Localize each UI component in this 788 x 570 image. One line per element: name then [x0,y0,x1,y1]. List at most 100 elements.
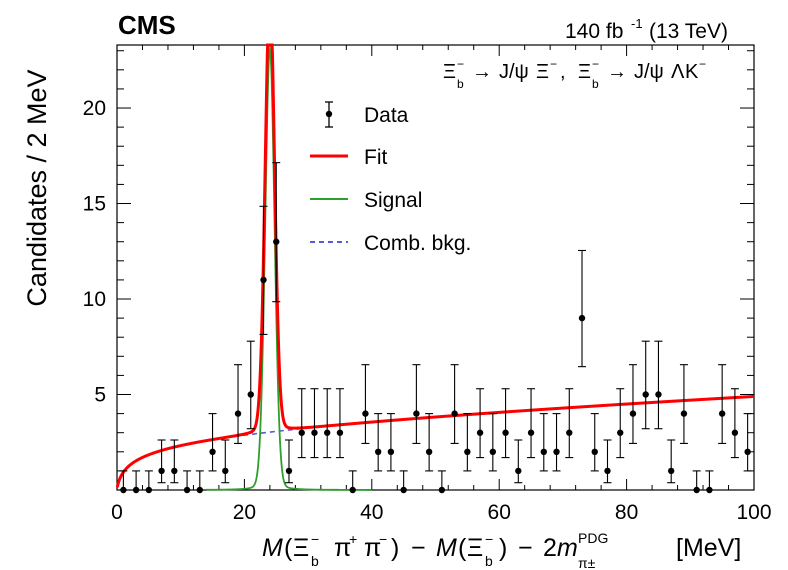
legend: Data Fit Signal Comb. bkg. [310,101,471,255]
xlabel-close2: ) [499,534,507,562]
legend-bkg-label: Comb. bkg. [364,232,471,255]
bkg-curve [116,421,371,488]
data-point [259,205,268,335]
data-marker [680,410,688,417]
data-point [221,439,230,484]
data-point [310,388,319,459]
process-xi-3: Ξ [578,61,591,83]
data-point [476,388,485,459]
data-marker [655,391,662,398]
legend-data-marker [325,101,333,128]
data-point [119,470,128,494]
y-tick-label: 5 [94,384,106,407]
data-marker [400,486,407,494]
process-arrow-2: → [607,61,627,83]
process-lambda: Λ [671,61,685,83]
x-tick-label: 40 [360,501,383,524]
data-point [565,388,574,459]
data-marker [145,486,153,494]
process-jpsi-2: J/ψ [634,61,664,83]
process-sup-2: − [550,57,557,71]
process-comma: , [560,61,566,83]
data-marker [693,486,700,494]
data-point [488,413,497,472]
data-marker [260,276,267,284]
data-point [412,364,421,444]
data-marker [362,410,369,417]
data-point [323,388,332,459]
data-point [425,413,434,472]
data-point [386,413,395,472]
data-marker [247,391,254,398]
process-xi-1: Ξ [443,61,456,83]
data-marker [540,448,547,456]
data-marker [324,429,331,436]
data-marker [566,429,573,436]
data-point [297,388,306,459]
data-point [641,340,650,430]
y-tick-label: 10 [83,288,106,311]
xlabel-sup1: − [311,531,319,547]
data-point [132,470,141,494]
data-marker [273,238,280,245]
data-point [692,470,701,494]
data-marker [515,467,522,475]
process-sup-4: − [699,57,706,71]
x-tick-label: 80 [615,501,638,524]
xlabel-close1: ) [391,534,399,562]
data-point [157,439,166,484]
data-point [144,470,153,494]
data-marker [476,429,484,436]
data-marker [387,448,395,456]
data-point [552,413,561,472]
data-point [246,340,255,430]
data-points [119,162,752,494]
data-point [183,470,192,494]
data-point [195,470,204,494]
process-sub-3: b [592,77,599,91]
x-axis-label: M ( Ξ − b π + π − ) − M ( Ξ − b ) − 2 m … [262,530,741,570]
data-point [743,413,752,472]
xlabel-m1: M [262,534,283,562]
data-marker [527,429,535,436]
process-sup-1: − [457,57,464,71]
data-point [679,364,688,444]
data-point [718,364,727,444]
legend-signal-label: Signal [364,189,422,212]
data-marker [171,467,178,475]
data-marker [120,486,127,494]
data-point [437,470,446,494]
data-point [208,413,217,472]
xlabel-pipm: π± [578,555,596,570]
data-point [284,439,293,484]
fit-curves [115,43,755,491]
legend-fit-label: Fit [364,146,387,169]
data-point [628,364,637,444]
data-point [399,470,408,494]
data-marker [617,429,624,436]
data-point [590,413,599,472]
data-marker [425,448,433,456]
lumi-exponent: -1 [631,16,643,31]
signal-curve [206,45,372,491]
data-marker [438,486,446,494]
xlabel-pdg: PDG [578,530,608,546]
x-tick-label: 100 [736,501,771,524]
data-marker [158,467,165,475]
legend-data-label: Data [364,104,409,127]
xlabel-sup2: − [485,531,493,547]
xlabel-open2: ( [458,534,467,562]
y-tick-label: 20 [83,97,106,120]
data-point [539,413,548,472]
data-point [654,340,663,430]
data-point [667,439,676,484]
xlabel-sub2: b [485,553,493,569]
data-marker [234,410,242,417]
y-axis-label: Candidates / 2 MeV [22,69,52,306]
data-marker [132,486,140,494]
data-point [450,364,459,444]
x-tick-label: 0 [111,501,123,524]
x-tick-label: 20 [233,501,256,524]
xlabel-minus1: − [411,534,426,562]
xlabel-plus: + [349,531,357,547]
